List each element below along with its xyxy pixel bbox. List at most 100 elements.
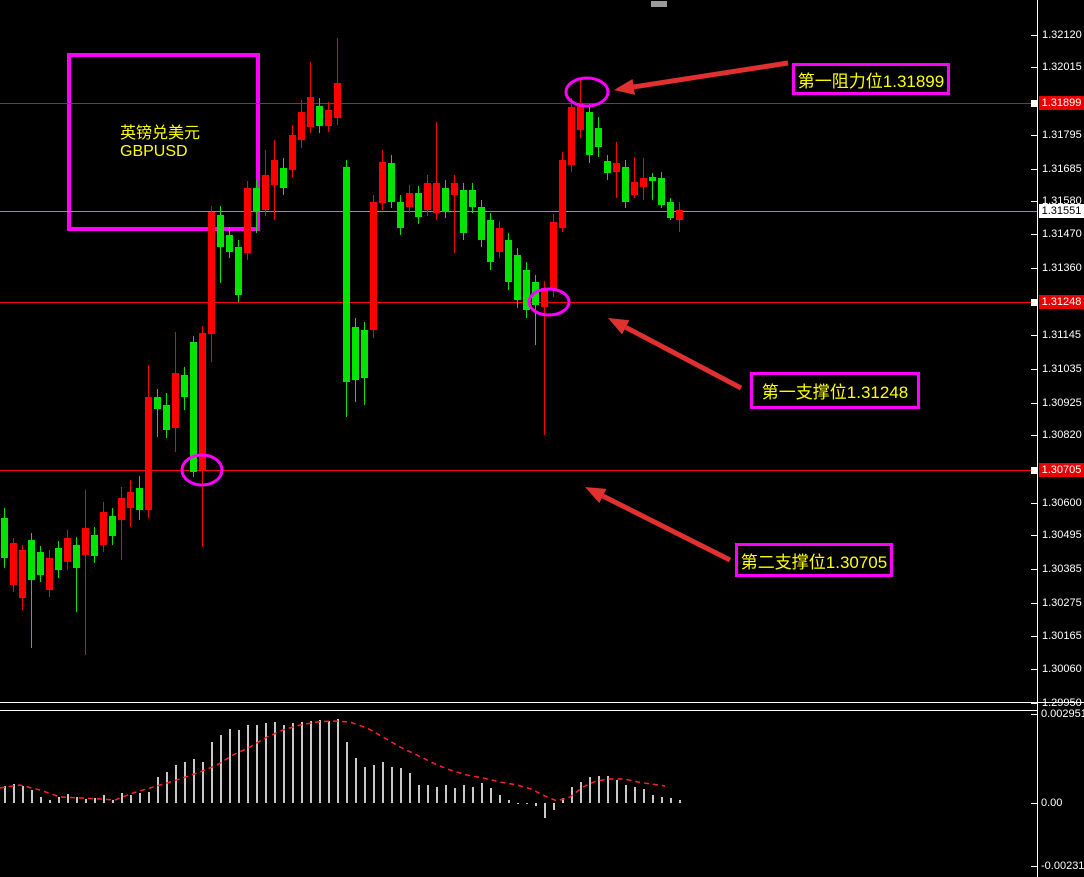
candle-body <box>397 202 404 228</box>
candle-body <box>469 190 476 207</box>
axis-tick <box>1031 335 1037 336</box>
histogram-bar <box>607 776 609 803</box>
candle-body <box>55 548 62 570</box>
candle-wick <box>31 533 32 648</box>
candle-body <box>478 207 485 240</box>
histogram-bar <box>265 723 267 803</box>
candle-body <box>352 327 359 380</box>
candle-body <box>64 538 71 562</box>
axis-tick <box>1031 569 1037 570</box>
candle-wick <box>85 490 86 655</box>
histogram-bar <box>274 722 276 803</box>
support1-label-box[interactable]: 第一支撑位1.31248 <box>750 372 920 409</box>
histogram-bar <box>679 800 681 803</box>
histogram-bar <box>202 762 204 803</box>
histogram-bar <box>436 787 438 803</box>
histogram-bar <box>670 798 672 803</box>
histogram-bar <box>337 719 339 803</box>
current-price-line <box>0 211 1037 212</box>
histogram-bar <box>229 729 231 803</box>
histogram-bar <box>121 793 123 803</box>
axis-tick <box>1031 169 1037 170</box>
histogram-bar <box>220 735 222 803</box>
resistance1-label-text: 第一阻力位1.31899 <box>797 71 945 91</box>
price-axis-label: 1.30600 <box>1042 497 1082 509</box>
candle-body <box>136 488 143 510</box>
axis-tick <box>1031 135 1037 136</box>
histogram-bar <box>22 786 24 803</box>
histogram-bar <box>94 798 96 803</box>
candle-body <box>595 128 602 147</box>
resistance1-line[interactable] <box>0 103 1037 104</box>
symbol-info-box[interactable]: 英镑兑美元 GBPUSD <box>67 53 260 231</box>
arrow-to-resistance1-shaft <box>633 60 789 90</box>
candle-body <box>298 112 305 140</box>
histogram-bar <box>166 772 168 803</box>
price-axis-label: 1.30925 <box>1042 397 1082 409</box>
candle-body <box>82 528 89 555</box>
axis-tick <box>1031 201 1037 202</box>
price-axis-label: 1.30165 <box>1042 630 1082 642</box>
scrollbar-position-marker[interactable] <box>651 1 667 7</box>
candle-body <box>235 247 242 295</box>
candle-body <box>73 545 80 568</box>
histogram-bar <box>31 790 33 803</box>
candle-body <box>568 107 575 165</box>
histogram-bar <box>661 797 663 803</box>
price-axis-label: 1.31795 <box>1042 129 1082 141</box>
histogram-bar <box>292 723 294 803</box>
axis-tick <box>1031 268 1037 269</box>
candle-wick <box>544 281 545 435</box>
line-handle-marker[interactable] <box>1031 467 1038 474</box>
histogram-bar <box>553 803 555 810</box>
candle-body <box>280 168 287 188</box>
histogram-bar <box>463 785 465 803</box>
candle-body <box>604 161 611 173</box>
histogram-bar <box>58 797 60 803</box>
price-axis-label: 1.30275 <box>1042 597 1082 609</box>
histogram-bar <box>589 777 591 803</box>
candle-body <box>424 183 431 210</box>
candle-body <box>109 516 116 536</box>
candle-body <box>118 498 125 520</box>
histogram-bar <box>571 787 573 803</box>
candle-body <box>640 178 647 187</box>
candle-body <box>613 163 620 172</box>
indicator-panel-top-border[interactable] <box>0 710 1037 711</box>
resistance1-label-box[interactable]: 第一阻力位1.31899 <box>792 63 950 95</box>
histogram-bar <box>256 725 258 803</box>
support2-label-box[interactable]: 第二支撑位1.30705 <box>735 543 893 577</box>
histogram-bar <box>319 720 321 803</box>
histogram-bar <box>454 788 456 803</box>
symbol-name-cn: 英镑兑美元 <box>120 125 201 142</box>
price-axis-label: 1.31470 <box>1042 228 1082 240</box>
candle-body <box>532 282 539 305</box>
candle-body <box>28 540 35 580</box>
line-handle-marker[interactable] <box>1031 299 1038 306</box>
histogram-bar <box>580 782 582 803</box>
histogram-bar <box>247 725 249 803</box>
histogram-bar <box>301 722 303 803</box>
support2-line[interactable] <box>0 470 1037 471</box>
candle-body <box>19 550 26 598</box>
histogram-bar <box>85 799 87 803</box>
candle-body <box>334 83 341 118</box>
line-handle-marker[interactable] <box>1031 100 1038 107</box>
axis-tick <box>1031 535 1037 536</box>
candle-body <box>406 193 413 207</box>
support1-line[interactable] <box>0 302 1037 303</box>
candle-body <box>217 215 224 247</box>
candle-body <box>433 183 440 213</box>
signal-line <box>0 720 666 802</box>
candle-body <box>325 110 332 126</box>
peak-circle-ellipse[interactable] <box>564 76 610 108</box>
axis-tick <box>1031 369 1037 370</box>
candle-body <box>658 178 665 205</box>
histogram-bar <box>328 721 330 803</box>
price-axis-label: 1.30385 <box>1042 563 1082 575</box>
symbol-ticker: GBPUSD <box>120 143 188 160</box>
histogram-bar <box>481 783 483 803</box>
histogram-bar <box>76 797 78 803</box>
histogram-bar <box>391 767 393 803</box>
axis-tick <box>1031 866 1037 867</box>
